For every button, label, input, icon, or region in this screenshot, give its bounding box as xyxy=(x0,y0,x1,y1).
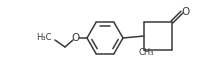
Text: H₃C: H₃C xyxy=(37,34,52,42)
Text: O: O xyxy=(182,7,190,17)
Text: CH₃: CH₃ xyxy=(138,48,154,57)
Text: O: O xyxy=(72,33,80,43)
